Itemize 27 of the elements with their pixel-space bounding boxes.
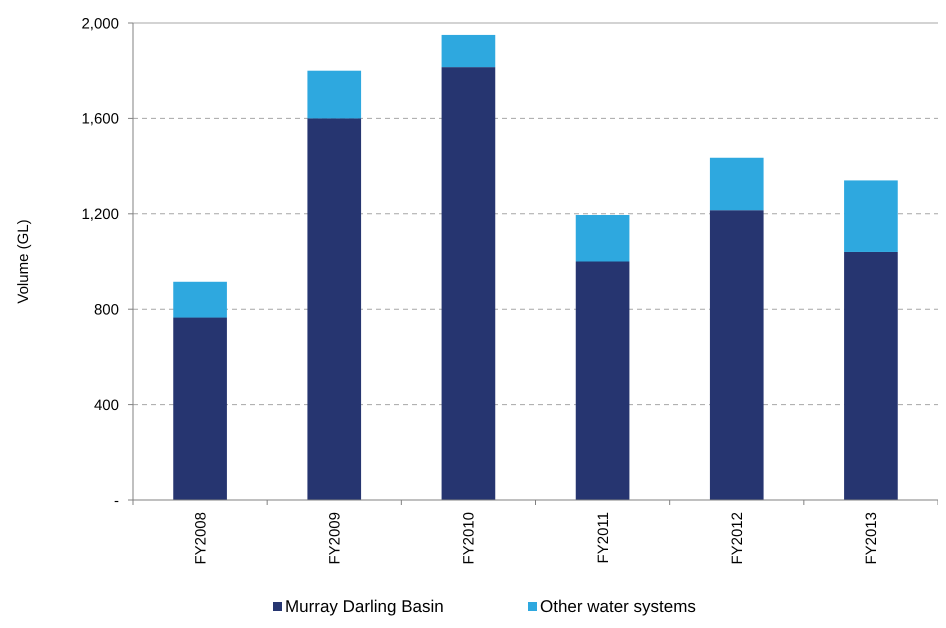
bar (442, 67, 496, 500)
bar (710, 210, 764, 500)
bar (576, 214, 630, 262)
bar (307, 118, 362, 500)
y-axis-title: Volume (GL) (15, 219, 32, 304)
bar (307, 70, 362, 118)
y-tick-label: 800 (94, 301, 119, 318)
x-tick-label: FY2012 (729, 512, 746, 565)
y-tick-label: 2,000 (81, 15, 119, 32)
y-tick-label: 1,600 (81, 110, 119, 128)
legend-label: Other water systems (540, 597, 696, 616)
legend-label: Murray Darling Basin (285, 597, 444, 616)
y-tick-label: 400 (94, 396, 119, 414)
bar (173, 282, 227, 318)
x-tick-label: FY2009 (326, 512, 344, 565)
bar (710, 158, 764, 210)
bar (844, 180, 898, 252)
x-tick-label: FY2008 (192, 512, 210, 565)
bar (442, 34, 496, 68)
x-tick-label: FY2010 (460, 512, 478, 565)
bar (844, 252, 898, 500)
y-tick-label: - (114, 492, 119, 510)
bar (173, 318, 227, 500)
bar (576, 262, 630, 500)
x-tick-label: FY2011 (594, 512, 612, 564)
y-tick-label: 1,200 (81, 206, 119, 224)
x-tick-label: FY2013 (863, 512, 880, 565)
